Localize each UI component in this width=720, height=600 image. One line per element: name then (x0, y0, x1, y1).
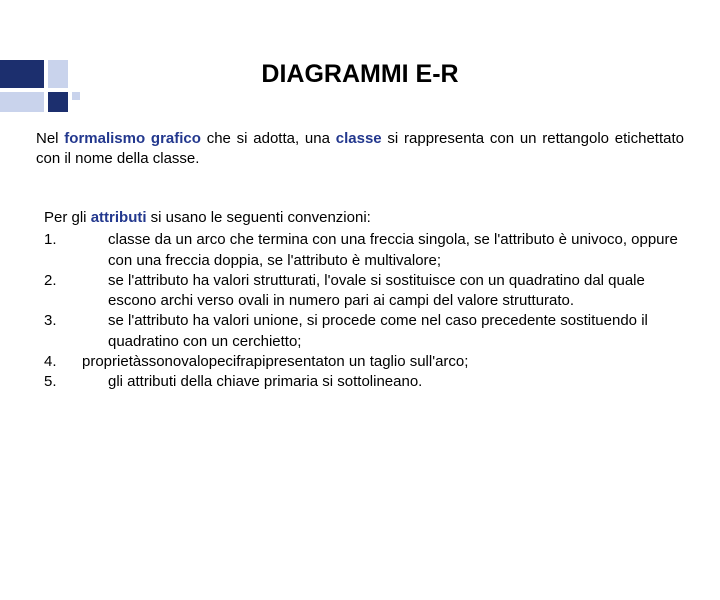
attributes-list: 1. classe da un arco che termina con una… (44, 230, 680, 392)
item-text: se l'attributo ha valori unione, si proc… (108, 311, 680, 352)
attributes-intro: Per gli attributi si usano le seguenti c… (44, 208, 680, 228)
attributes-section: Per gli attributi si usano le seguenti c… (44, 208, 680, 392)
para1-before: Nel (36, 130, 64, 147)
list-item: 1. classe da un arco che termina con una… (44, 230, 680, 271)
para1-highlight-classe: classe (336, 130, 382, 147)
attr-intro-highlight: attributi (91, 209, 147, 226)
attr-intro-before: Per gli (44, 209, 91, 226)
list-item: 4. proprietàssonovalopecifrapipresentato… (44, 352, 680, 372)
corner-decoration (0, 60, 100, 115)
item-number: 1. (44, 230, 108, 271)
para1-mid: che si adotta, una (201, 130, 336, 147)
attr-intro-after: si usano le seguenti convenzioni: (147, 209, 371, 226)
item-number: 2. (44, 271, 108, 312)
intro-paragraph: Nel formalismo grafico che si adotta, un… (36, 129, 684, 168)
page-title: DIAGRAMMI E-R (0, 60, 720, 89)
item-number: 3. (44, 311, 108, 352)
list-item: 3. se l'attributo ha valori unione, si p… (44, 311, 680, 352)
item-text: proprietàssonovalopecifrapipresentaton u… (82, 352, 654, 372)
item-text: se l'attributo ha valori strutturati, l'… (108, 271, 680, 312)
item-number: 5. (44, 372, 108, 392)
list-item: 5. gli attributi della chiave primaria s… (44, 372, 680, 392)
list-item: 2. se l'attributo ha valori strutturati,… (44, 271, 680, 312)
item-text: gli attributi della chiave primaria si s… (108, 372, 680, 392)
item-text: classe da un arco che termina con una fr… (108, 230, 680, 271)
para1-highlight-formalismo: formalismo grafico (64, 130, 201, 147)
